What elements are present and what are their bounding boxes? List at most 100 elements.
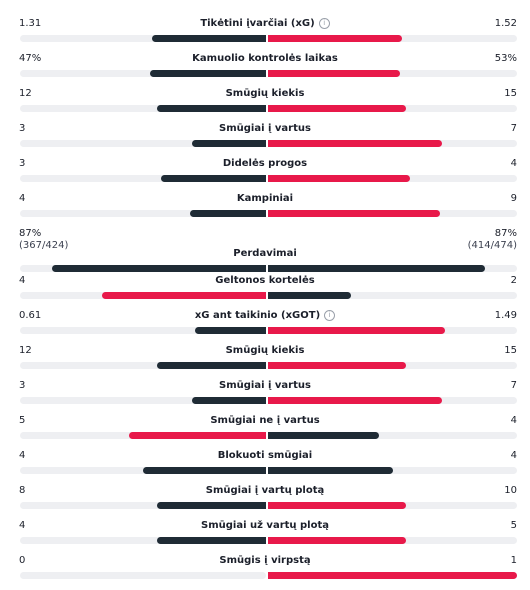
away-bar-track xyxy=(268,432,517,439)
home-bar-fill xyxy=(102,292,266,299)
away-bar-fill xyxy=(268,140,442,147)
stat-label: Geltonos kortelės xyxy=(0,275,530,287)
away-bar-fill xyxy=(268,105,406,112)
stat-row: 0.61 xG ant taikinio (xGOT) i 1.49 xyxy=(0,310,530,344)
away-value: 1.52 xyxy=(495,18,517,30)
away-value-text: 4 xyxy=(510,158,517,169)
away-value: 10 xyxy=(504,485,517,497)
away-value: 53% xyxy=(495,53,517,65)
stat-row: 3 Smūgiai į vartus 7 xyxy=(0,123,530,157)
stat-label: Smūgiai už vartų plotą xyxy=(0,520,530,532)
stat-row: 4 Kampiniai 9 xyxy=(0,193,530,227)
home-bar-track xyxy=(20,467,266,474)
away-value-text: 10 xyxy=(504,485,517,496)
home-value-text: 0.61 xyxy=(19,310,42,321)
home-bar-fill xyxy=(157,105,266,112)
home-bar-track xyxy=(20,572,266,579)
home-value-text: 8 xyxy=(19,485,26,496)
stat-label: Smūgių kiekis xyxy=(0,88,530,100)
home-value-text: 12 xyxy=(19,88,32,99)
away-bar-track xyxy=(268,175,517,182)
home-bar-fill xyxy=(152,35,266,42)
away-bar-fill xyxy=(268,432,379,439)
away-value-text: 15 xyxy=(504,345,517,356)
away-value-text: 1.49 xyxy=(494,310,517,321)
home-value: 0.61 xyxy=(19,310,41,322)
home-value: 47% xyxy=(19,53,41,65)
home-value: 0 xyxy=(19,555,25,567)
home-value: 3 xyxy=(19,158,25,170)
stat-label-text: Smūgiai už vartų plotą xyxy=(201,520,329,531)
stat-row: 87% (367/424) Perdavimai 87% (414/474) xyxy=(0,228,530,272)
stat-label-text: Smūgių kiekis xyxy=(225,345,305,356)
home-bar-track xyxy=(20,292,266,299)
away-bar-track xyxy=(268,467,517,474)
stat-label: Didelės progos xyxy=(0,158,530,170)
home-value-text: 4 xyxy=(19,193,26,204)
home-bar-fill xyxy=(143,467,266,474)
away-value: 15 xyxy=(504,345,517,357)
home-value: 3 xyxy=(19,380,25,392)
away-bar-track xyxy=(268,210,517,217)
info-icon[interactable]: i xyxy=(318,18,330,29)
home-bar-track xyxy=(20,105,266,112)
home-value-detail: (367/424) xyxy=(19,240,69,251)
stat-row: 12 Smūgių kiekis 15 xyxy=(0,88,530,122)
stat-label: Kampiniai xyxy=(0,193,530,205)
away-bar-fill xyxy=(268,502,406,509)
home-bar-track xyxy=(20,70,266,77)
away-value: 5 xyxy=(511,520,517,532)
away-bar-fill xyxy=(268,175,410,182)
away-value: 1 xyxy=(511,555,517,567)
home-value-text: 3 xyxy=(19,158,26,169)
stat-label: Smūgiai į vartus xyxy=(0,123,530,135)
away-bar-fill xyxy=(268,327,445,334)
away-value-text: 1 xyxy=(510,555,517,566)
away-bar-track xyxy=(268,265,517,272)
away-bar-fill xyxy=(268,362,406,369)
stat-label-text: Kampiniai xyxy=(236,193,294,204)
away-bar-track xyxy=(268,572,517,579)
stat-row: 1.31 Tikėtini įvarčiai (xG) i 1.52 xyxy=(0,18,530,52)
home-value: 87% (367/424) xyxy=(19,228,68,252)
home-bar-track xyxy=(20,175,266,182)
stat-label-text: Smūgiai ne į vartus xyxy=(210,415,320,426)
away-value: 9 xyxy=(511,193,517,205)
home-value-text: 3 xyxy=(19,380,26,391)
home-bar-track xyxy=(20,35,266,42)
stat-label-text: xG ant taikinio (xGOT) xyxy=(194,310,321,321)
home-bar-track xyxy=(20,327,266,334)
home-bar-fill xyxy=(192,397,266,404)
away-bar-track xyxy=(268,35,517,42)
away-value: 4 xyxy=(511,415,517,427)
away-value-text: 2 xyxy=(510,275,517,286)
home-bar-fill xyxy=(157,362,266,369)
home-bar-fill xyxy=(190,210,266,217)
away-bar-track xyxy=(268,362,517,369)
home-bar-fill xyxy=(195,327,266,334)
away-bar-fill xyxy=(268,397,442,404)
stat-label-text: Perdavimai xyxy=(233,248,297,259)
stat-label: Smūgiai į vartų plotą xyxy=(0,485,530,497)
away-value: 1.49 xyxy=(495,310,517,322)
stat-label: Kamuolio kontrolės laikas xyxy=(0,53,530,65)
info-icon[interactable]: i xyxy=(324,310,336,321)
home-value: 12 xyxy=(19,345,32,357)
stat-label: Smūgis į virpstą xyxy=(0,555,530,567)
home-bar-track xyxy=(20,210,266,217)
away-bar-track xyxy=(268,292,517,299)
away-value-text: 1.52 xyxy=(494,18,517,29)
away-value: 4 xyxy=(511,450,517,462)
home-value-text: 4 xyxy=(19,450,26,461)
away-bar-fill xyxy=(268,467,393,474)
stat-label: Blokuoti smūgiai xyxy=(0,450,530,462)
stat-row: 3 Smūgiai į vartus 7 xyxy=(0,380,530,414)
stat-label-text: Smūgiai į vartus xyxy=(219,380,311,391)
home-bar-track xyxy=(20,265,266,272)
away-value: 4 xyxy=(511,158,517,170)
away-value-text: 4 xyxy=(510,415,517,426)
home-value: 4 xyxy=(19,520,25,532)
away-bar-fill xyxy=(268,292,351,299)
stat-label-text: Smūgiai į vartus xyxy=(219,123,311,134)
